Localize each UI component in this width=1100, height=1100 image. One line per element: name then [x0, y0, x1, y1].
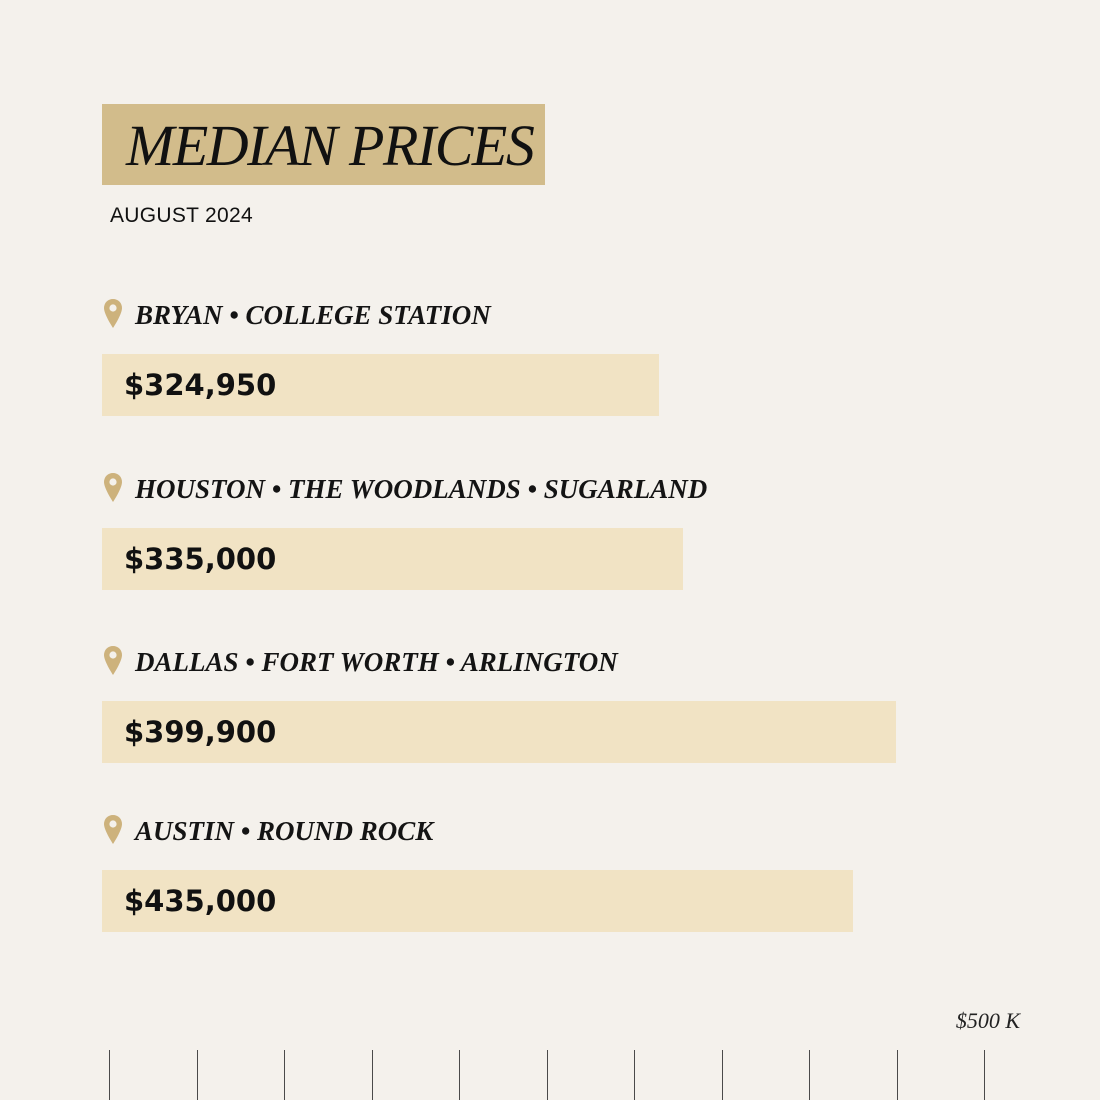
category-label: BRYAN • COLLEGE STATION: [135, 300, 491, 330]
category-label: DALLAS • FORT WORTH • ARLINGTON: [135, 647, 618, 677]
axis-tick: [372, 1050, 373, 1100]
axis-tick: [284, 1050, 285, 1100]
axis-tick: [109, 1050, 110, 1100]
axis-max-label: $500 K: [955, 1008, 1020, 1033]
axis-tick: [984, 1050, 985, 1100]
axis-tick: [197, 1050, 198, 1100]
axis-tick: [809, 1050, 810, 1100]
bar: [102, 354, 659, 416]
category-label: HOUSTON • THE WOODLANDS • SUGARLAND: [135, 474, 708, 504]
bar-value-label: $435,000: [124, 884, 277, 918]
map-pin-icon: [103, 814, 123, 846]
bar-value-label: $399,900: [124, 715, 277, 749]
bar: [102, 701, 896, 763]
category-label: AUSTIN • ROUND ROCK: [135, 816, 434, 846]
title-banner: [102, 104, 545, 185]
axis-tick: [722, 1050, 723, 1100]
bar-value-label: $335,000: [124, 542, 277, 576]
chart-title: MEDIAN PRICES: [126, 113, 535, 178]
bar: [102, 528, 683, 590]
chart-subtitle: AUGUST 2024: [110, 204, 253, 227]
axis-tick: [634, 1050, 635, 1100]
axis-tick: [547, 1050, 548, 1100]
bar: [102, 870, 853, 932]
axis-tick: [459, 1050, 460, 1100]
map-pin-icon: [103, 472, 123, 504]
map-pin-icon: [103, 298, 123, 330]
axis-tick: [897, 1050, 898, 1100]
map-pin-icon: [103, 645, 123, 677]
bar-value-label: $324,950: [124, 368, 277, 402]
